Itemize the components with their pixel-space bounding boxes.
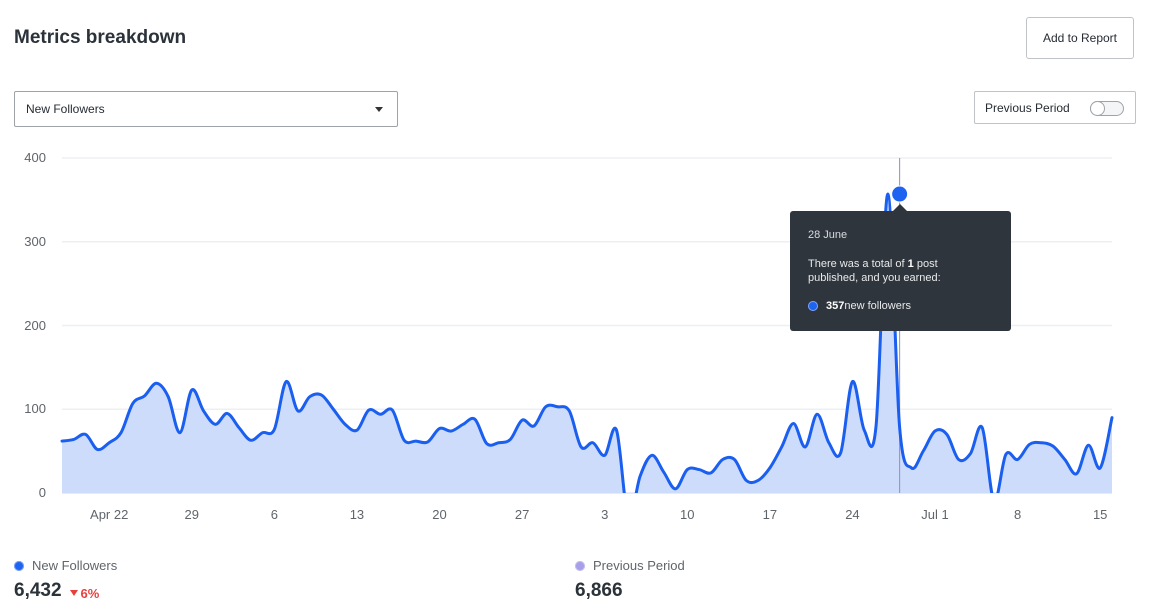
metric-select-value: New Followers	[26, 102, 105, 116]
x-tick-label: 13	[349, 507, 365, 522]
highlighted-data-point[interactable]	[891, 185, 909, 203]
y-tick-label: 100	[24, 401, 46, 417]
y-tick-label: 400	[24, 150, 46, 165]
page-title: Metrics breakdown	[14, 27, 187, 48]
legend-label: Previous Period	[593, 558, 685, 573]
metric-select[interactable]: New Followers	[14, 91, 398, 127]
down-arrow-icon	[69, 590, 78, 596]
series-dot-icon	[808, 301, 818, 311]
legend-label: New Followers	[32, 558, 118, 573]
x-tick-label: 3	[601, 507, 609, 522]
x-tick-label: Apr 22	[90, 507, 129, 522]
previous-period-total: 6,866	[575, 580, 623, 601]
toggle-switch[interactable]	[1090, 101, 1124, 116]
x-tick-label: 15	[1092, 507, 1108, 522]
x-tick-label: 10	[680, 507, 695, 522]
area-chart	[60, 157, 1114, 494]
x-tick-label: 29	[184, 507, 199, 522]
chart-area-fill	[62, 194, 1112, 493]
add-to-report-button[interactable]: Add to Report	[1026, 17, 1134, 59]
tooltip-value-number: 357	[826, 300, 845, 312]
legend-new-followers[interactable]: New Followers 6,432 6%	[14, 557, 117, 602]
new-followers-total: 6,432	[14, 580, 62, 601]
tooltip-post-count: 1	[907, 258, 914, 270]
x-tick-label: 27	[514, 507, 530, 522]
chart-tooltip: 28 June There was a total of 1 post publ…	[790, 204, 1011, 331]
caret-down-icon	[375, 107, 383, 112]
y-tick-label: 300	[24, 233, 46, 249]
previous-period-dot-icon	[575, 560, 585, 571]
x-tick-label: Jul 1	[921, 507, 949, 522]
x-tick-label: 24	[845, 507, 860, 522]
previous-period-toggle[interactable]: Previous Period	[974, 91, 1136, 124]
change-badge: 6%	[69, 586, 99, 601]
y-tick-label: 200	[24, 317, 46, 333]
x-tick-label: 8	[1013, 507, 1022, 522]
tooltip-message: There was a total of 1 post published, a…	[808, 258, 941, 284]
y-tick-label: 0	[38, 485, 46, 500]
legend-previous-period[interactable]: Previous Period 6,866	[575, 557, 685, 602]
tooltip-value: 357 new followers	[808, 300, 993, 312]
tooltip-date: 28 June	[808, 229, 848, 241]
x-tick-label: 20	[432, 507, 447, 522]
chart-line-new-followers	[60, 192, 1114, 493]
toggle-knob	[1090, 101, 1105, 116]
previous-period-label: Previous Period	[985, 100, 1070, 115]
new-followers-dot-icon	[14, 560, 24, 571]
x-tick-label: 6	[270, 507, 278, 522]
x-tick-label: 17	[762, 507, 778, 522]
